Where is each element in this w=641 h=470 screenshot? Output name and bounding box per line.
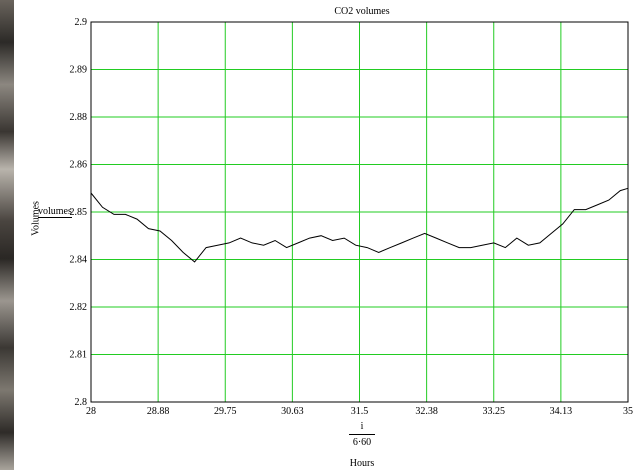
x-axis-expression: i 6·60 xyxy=(349,421,375,449)
y-tick-label: 2.88 xyxy=(70,112,88,123)
x-tick-label: 30.63 xyxy=(281,406,304,417)
y-tick-label: 2.81 xyxy=(70,350,88,361)
x-expr-numerator: i xyxy=(349,421,375,435)
plot-frame xyxy=(90,21,629,403)
series-label-text: volumes xyxy=(38,206,72,218)
chart-title: CO2 volumes xyxy=(334,6,389,17)
x-tick-labels: 28 28.88 29.75 30.63 31.5 32.38 33.25 34.13 35 xyxy=(86,406,633,417)
y-tick-label: 2.84 xyxy=(70,255,88,266)
y-tick-label: 2.86 xyxy=(70,160,88,171)
y-tick-label: 2.8 xyxy=(75,397,88,408)
x-tick-label: 35 xyxy=(623,406,633,417)
x-tick-label: 32.38 xyxy=(415,406,438,417)
y-tick-label: 2.89 xyxy=(70,65,88,76)
x-tick-label: 34.13 xyxy=(550,406,573,417)
x-axis-label: Hours xyxy=(349,458,375,469)
series-line-volumes xyxy=(90,187,629,263)
y-axis-label: Volumes xyxy=(31,199,42,239)
background-photo-strip xyxy=(0,0,14,470)
y-tick-labels: 2.9 2.89 2.88 2.86 2.85 2.84 2.82 2.81 2.8 xyxy=(70,17,88,408)
x-tick-label: 29.75 xyxy=(214,406,237,417)
y-tick-label: 2.9 xyxy=(75,17,88,28)
series-label: volumes xyxy=(38,206,72,218)
x-tick-label: 33.25 xyxy=(483,406,506,417)
x-tick-label: 31.5 xyxy=(351,406,369,417)
x-tick-label: 28 xyxy=(86,406,96,417)
y-tick-label: 2.85 xyxy=(70,207,88,218)
x-expr-denominator: 6·60 xyxy=(352,437,372,448)
x-tick-label: 28.88 xyxy=(147,406,170,417)
x-axis-label-text: Hours xyxy=(349,458,375,469)
y-tick-label: 2.82 xyxy=(70,302,88,313)
y-gridlines xyxy=(91,69,628,355)
